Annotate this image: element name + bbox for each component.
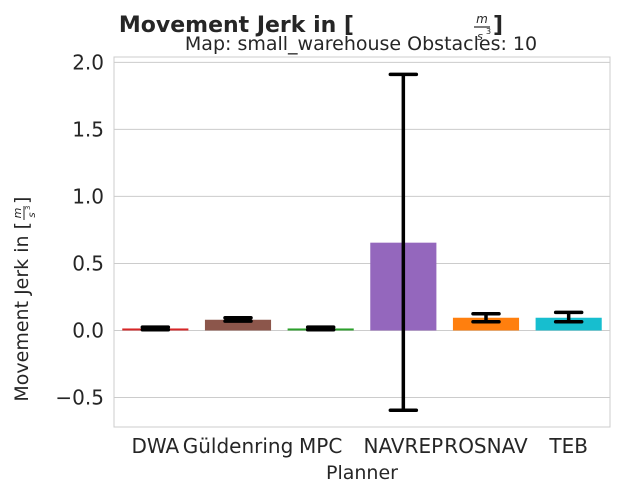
bar-teb: [535, 317, 602, 331]
y-axis-unit-numerator: m: [11, 208, 24, 219]
y-tick-label: 0.0: [72, 318, 104, 342]
y-tick-label: 0.5: [72, 251, 104, 275]
y-axis-unit-exponent: 3: [24, 206, 32, 210]
x-tick-label: ROSNAV: [444, 434, 528, 458]
title-unit-exponent: 3: [486, 27, 491, 36]
y-axis-label-text: Movement Jerk in [: [11, 222, 33, 402]
chart-subtitle: Map: small_warehouse Obstacles: 10: [185, 33, 537, 55]
x-tick-label: Güldenring: [183, 434, 294, 458]
x-tick-label: MPC: [299, 434, 342, 458]
bar-rosnav: [452, 317, 520, 331]
x-tick-label: TEB: [548, 434, 588, 458]
y-tick-label: −0.5: [55, 386, 104, 410]
x-axis-ticks: DWA Güldenring MPC NAVREP ROSNAV TEB: [131, 434, 588, 458]
error-bars: [140, 72, 584, 412]
y-axis-unit-denominator: s: [27, 212, 38, 217]
bar-güldenring: [204, 319, 272, 331]
title-unit-denominator: s: [477, 30, 483, 43]
x-tick-label: NAVREP: [364, 434, 444, 458]
y-tick-label: 2.0: [72, 50, 104, 74]
grid: [114, 61, 610, 399]
title-suffix: ]: [493, 13, 503, 38]
y-axis-ticks: −0.5 0.0 0.5 1.0 1.5 2.0: [55, 50, 104, 409]
y-tick-label: 1.0: [72, 184, 104, 208]
y-axis-label: Movement Jerk in [ m s 3 ]: [11, 197, 38, 402]
chart-title: Movement Jerk in [ m s 3 ]: [119, 12, 503, 43]
y-tick-label: 1.5: [72, 117, 104, 141]
x-axis-label: Planner: [326, 462, 398, 484]
bars: [122, 242, 602, 331]
title-unit-numerator: m: [476, 12, 488, 26]
y-axis-label-suffix: ]: [11, 197, 33, 204]
plot-frame: [113, 56, 611, 428]
x-tick-label: DWA: [131, 434, 179, 458]
chart-title-text: Movement Jerk in [: [119, 13, 354, 38]
